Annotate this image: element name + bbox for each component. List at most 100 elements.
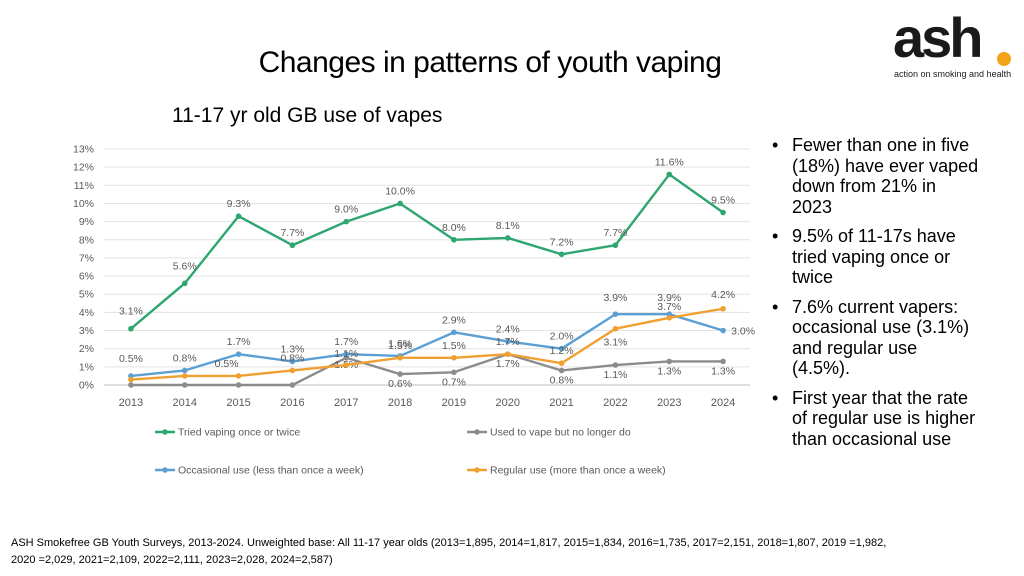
data-point [289,367,296,374]
data-point [235,373,242,379]
data-label: 1.3% [280,343,304,355]
data-label: 7.7% [603,227,627,239]
data-label: 1.7% [227,336,251,348]
data-label: 3.1% [119,306,143,318]
data-label: 3.9% [603,292,627,304]
y-tick-label: 0% [79,380,94,392]
data-point [612,242,619,249]
data-point [666,171,673,178]
data-label: 3.7% [657,301,681,313]
data-point [504,351,511,357]
data-point [343,351,350,357]
data-label: 1.2% [550,345,574,357]
data-label: 1.7% [334,336,358,348]
series-line [130,352,724,387]
data-point [558,345,565,352]
data-point [612,362,619,368]
data-label: 1.6% [388,338,412,350]
data-point [451,236,457,243]
y-tick-label: 7% [79,252,94,264]
data-point [181,382,188,388]
bullet-item: 9.5% of 11-17s have tried vaping once or… [770,226,980,288]
logo-dot [997,52,1011,66]
data-label: 0.8% [173,352,197,364]
data-label: 2.0% [550,331,574,343]
y-tick-label: 11% [74,180,94,192]
data-label: 9.5% [711,195,735,207]
x-tick-label: 2019 [442,397,466,409]
data-label: 9.0% [334,204,358,216]
data-point [128,382,134,388]
data-point [558,367,565,374]
chart-subtitle: 11-17 yr old GB use of vapes [172,104,443,127]
data-label: 1.7% [496,336,520,348]
data-point [666,315,673,321]
y-tick-label: 3% [79,325,94,337]
data-point [128,376,134,383]
data-point [504,235,511,241]
data-point [128,325,134,332]
data-point [397,354,403,361]
y-tick-label: 12% [73,162,94,174]
data-point [181,367,188,374]
y-tick-label: 4% [79,307,94,319]
data-point [181,373,188,379]
legend-label: Occasional use (less than once a week) [178,465,364,477]
data-label: 1.7% [496,358,520,370]
data-label: 3.9% [657,292,681,304]
data-point [235,351,242,357]
data-label: 0.6% [388,378,412,390]
logo-word: ash [893,6,983,69]
data-label: 3.0% [731,326,755,338]
series-line [130,307,724,381]
data-label: 3.1% [603,337,627,349]
data-label: 7.2% [550,236,574,248]
data-label: 0.5% [119,353,143,365]
legend-marker [474,429,480,435]
data-point [181,280,188,287]
legend-marker [162,467,168,473]
data-label: 9.3% [227,198,251,210]
data-point [289,358,296,365]
data-label: 0.8% [280,352,304,364]
x-tick-label: 2021 [549,397,573,409]
y-tick-label: 9% [79,216,94,228]
data-point [612,325,619,332]
data-label: 4.2% [711,289,735,301]
data-point [558,360,565,367]
data-label: 11.6% [655,156,684,168]
legend-marker [162,429,168,435]
data-label: 8.1% [496,220,520,232]
legend-label: Tried vaping once or twice [178,427,300,439]
x-tick-label: 2015 [226,397,250,409]
data-label: 2.9% [442,314,466,326]
data-label: 1.1% [334,348,358,360]
data-label: 2.4% [496,323,520,335]
bullet-item: First year that the rate of regular use … [770,388,980,450]
data-point [504,338,511,345]
legend-label: Regular use (more than once a week) [490,465,666,477]
y-tick-label: 2% [79,343,94,355]
data-point [235,213,242,219]
data-point [720,327,726,334]
bullet-item: Fewer than one in five (18%) have ever v… [770,135,980,217]
data-label: 10.0% [385,185,415,197]
data-label: 0.5% [215,358,239,370]
data-point [720,358,726,365]
bullet-item: 7.6% current vapers: occasional use (3.1… [770,297,980,379]
source-footnote: ASH Smokefree GB Youth Surveys, 2013-202… [11,537,887,566]
series-line [130,173,724,330]
x-tick-label: 2014 [173,397,197,409]
data-point [235,382,242,388]
x-tick-label: 2013 [119,397,143,409]
key-findings-list: Fewer than one in five (18%) have ever v… [770,135,980,458]
x-tick-label: 2016 [280,397,304,409]
data-point [289,242,296,249]
data-label: 1.1% [603,369,627,381]
data-label: 1.5% [442,340,466,352]
y-tick-label: 10% [73,198,94,210]
data-point [397,371,403,377]
ash-logo: ash action on smoking and health [893,8,1019,84]
legend-marker [474,467,480,473]
data-point [343,362,350,368]
